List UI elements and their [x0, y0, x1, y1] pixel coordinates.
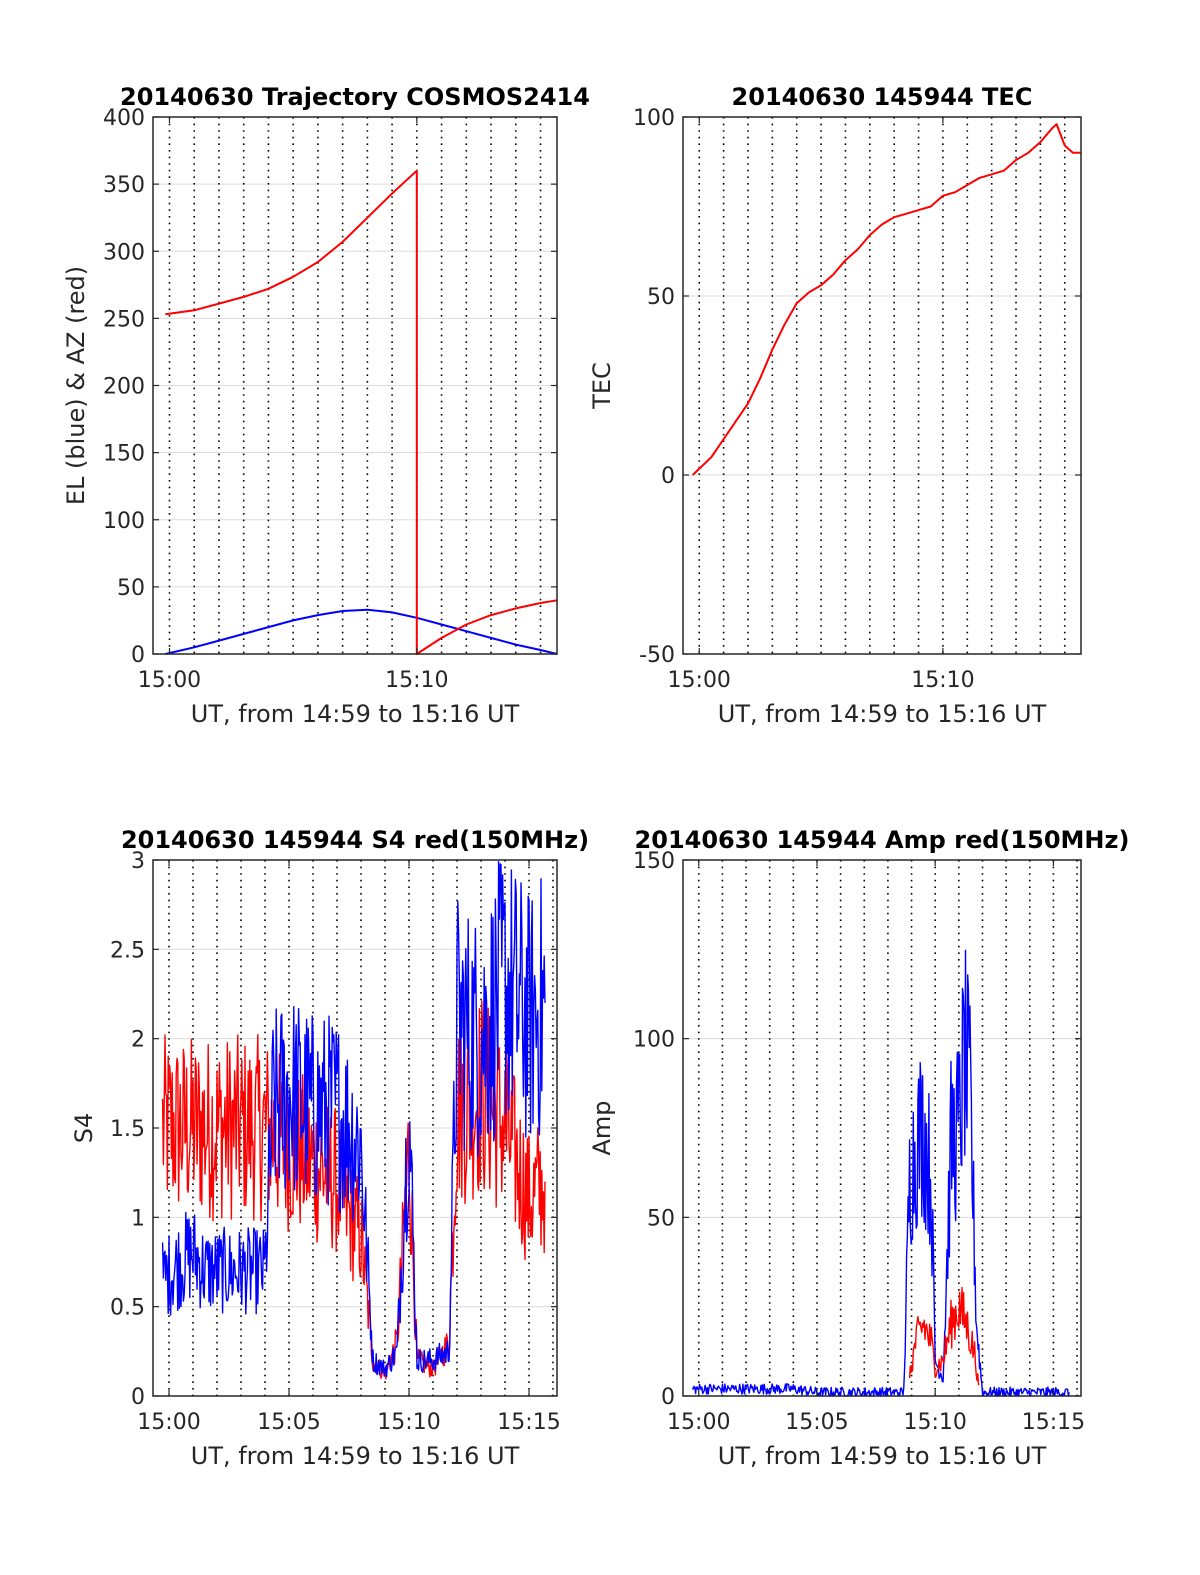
x-axis-label: UT, from 14:59 to 15:16 UT — [191, 700, 520, 728]
y-tick-label: 50 — [117, 576, 145, 601]
y-tick-label: 150 — [633, 849, 675, 874]
x-axis-label: UT, from 14:59 to 15:16 UT — [718, 1442, 1047, 1470]
x-tick-label: 15:05 — [785, 1410, 848, 1435]
series-blue-line — [165, 608, 558, 655]
series-red-line — [908, 1286, 980, 1386]
x-tick-label: 15:15 — [1022, 1410, 1085, 1435]
y-tick-label: 50 — [647, 1206, 675, 1231]
y-tick-label: 400 — [103, 106, 145, 131]
y-tick-label: 200 — [103, 375, 145, 400]
chart-tec: -50 0 50 100 15:00 15:10 20140630 145944 TEC UT… — [588, 83, 1082, 728]
y-tick-label: 3 — [131, 849, 145, 874]
x-tick-label: 15:00 — [667, 1410, 730, 1435]
chart-title: 20140630 145944 S4 red(150MHz) — [121, 826, 589, 854]
series-red-line — [165, 169, 558, 655]
y-tick-label: 0 — [661, 1385, 675, 1410]
x-tick-label: 15:10 — [377, 1410, 440, 1435]
y-tick-label: -50 — [639, 643, 675, 668]
x-tick-label: 15:10 — [903, 1410, 966, 1435]
x-axis-label: UT, from 14:59 to 15:16 UT — [718, 700, 1047, 728]
chart-traj: 0 50 100 150 200 250 300 350 400 15:00 15:10 201406… — [62, 83, 590, 728]
chart-title: 20140630 Trajectory COSMOS2414 — [120, 83, 590, 111]
x-tick-label: 15:05 — [257, 1410, 320, 1435]
x-tick-label: 15:15 — [497, 1410, 560, 1435]
y-tick-label: 100 — [633, 1028, 675, 1053]
chart-title: 20140630 145944 TEC — [732, 83, 1033, 111]
chart-s4: 0 0.5 1 1.5 2 2.5 3 15:00 15:05 15:10 15:15 2014063… — [70, 826, 589, 1470]
y-axis-label: S4 — [70, 1113, 98, 1144]
axes-frame — [682, 116, 1082, 655]
y-tick-label: 2.5 — [110, 938, 145, 963]
y-tick-label: 50 — [647, 285, 675, 310]
axes-frame — [682, 859, 1082, 1397]
y-tick-label: 350 — [103, 173, 145, 198]
y-tick-label: 100 — [633, 106, 675, 131]
y-tick-label: 0 — [131, 1385, 145, 1410]
x-tick-label: 15:00 — [138, 668, 201, 693]
series-red-line — [692, 123, 1081, 476]
y-tick-label: 0 — [131, 643, 145, 668]
x-tick-label: 15:00 — [668, 668, 731, 693]
y-tick-label: 100 — [103, 509, 145, 534]
y-tick-label: 150 — [103, 442, 145, 467]
x-tick-label: 15:00 — [137, 1410, 200, 1435]
y-axis-label: EL (blue) & AZ (red) — [62, 266, 90, 505]
x-axis-label: UT, from 14:59 to 15:16 UT — [191, 1442, 520, 1470]
x-tick-label: 15:10 — [385, 668, 448, 693]
series-blue-line — [161, 861, 546, 1378]
y-axis-label: TEC — [588, 362, 616, 410]
y-tick-label: 300 — [103, 240, 145, 265]
y-tick-label: 0.5 — [110, 1296, 145, 1321]
chart-amp: 0 50 100 150 15:00 15:05 15:10 15:15 20140630 14… — [588, 826, 1129, 1470]
y-tick-label: 0 — [661, 464, 675, 489]
y-tick-label: 1 — [131, 1206, 145, 1231]
y-tick-label: 1.5 — [110, 1117, 145, 1142]
y-tick-label: 2 — [131, 1028, 145, 1053]
series-blue-line — [691, 949, 1070, 1397]
y-axis-label: Amp — [588, 1100, 616, 1155]
chart-title: 20140630 145944 Amp red(150MHz) — [635, 826, 1130, 854]
x-tick-label: 15:10 — [911, 668, 974, 693]
y-tick-label: 250 — [103, 307, 145, 332]
